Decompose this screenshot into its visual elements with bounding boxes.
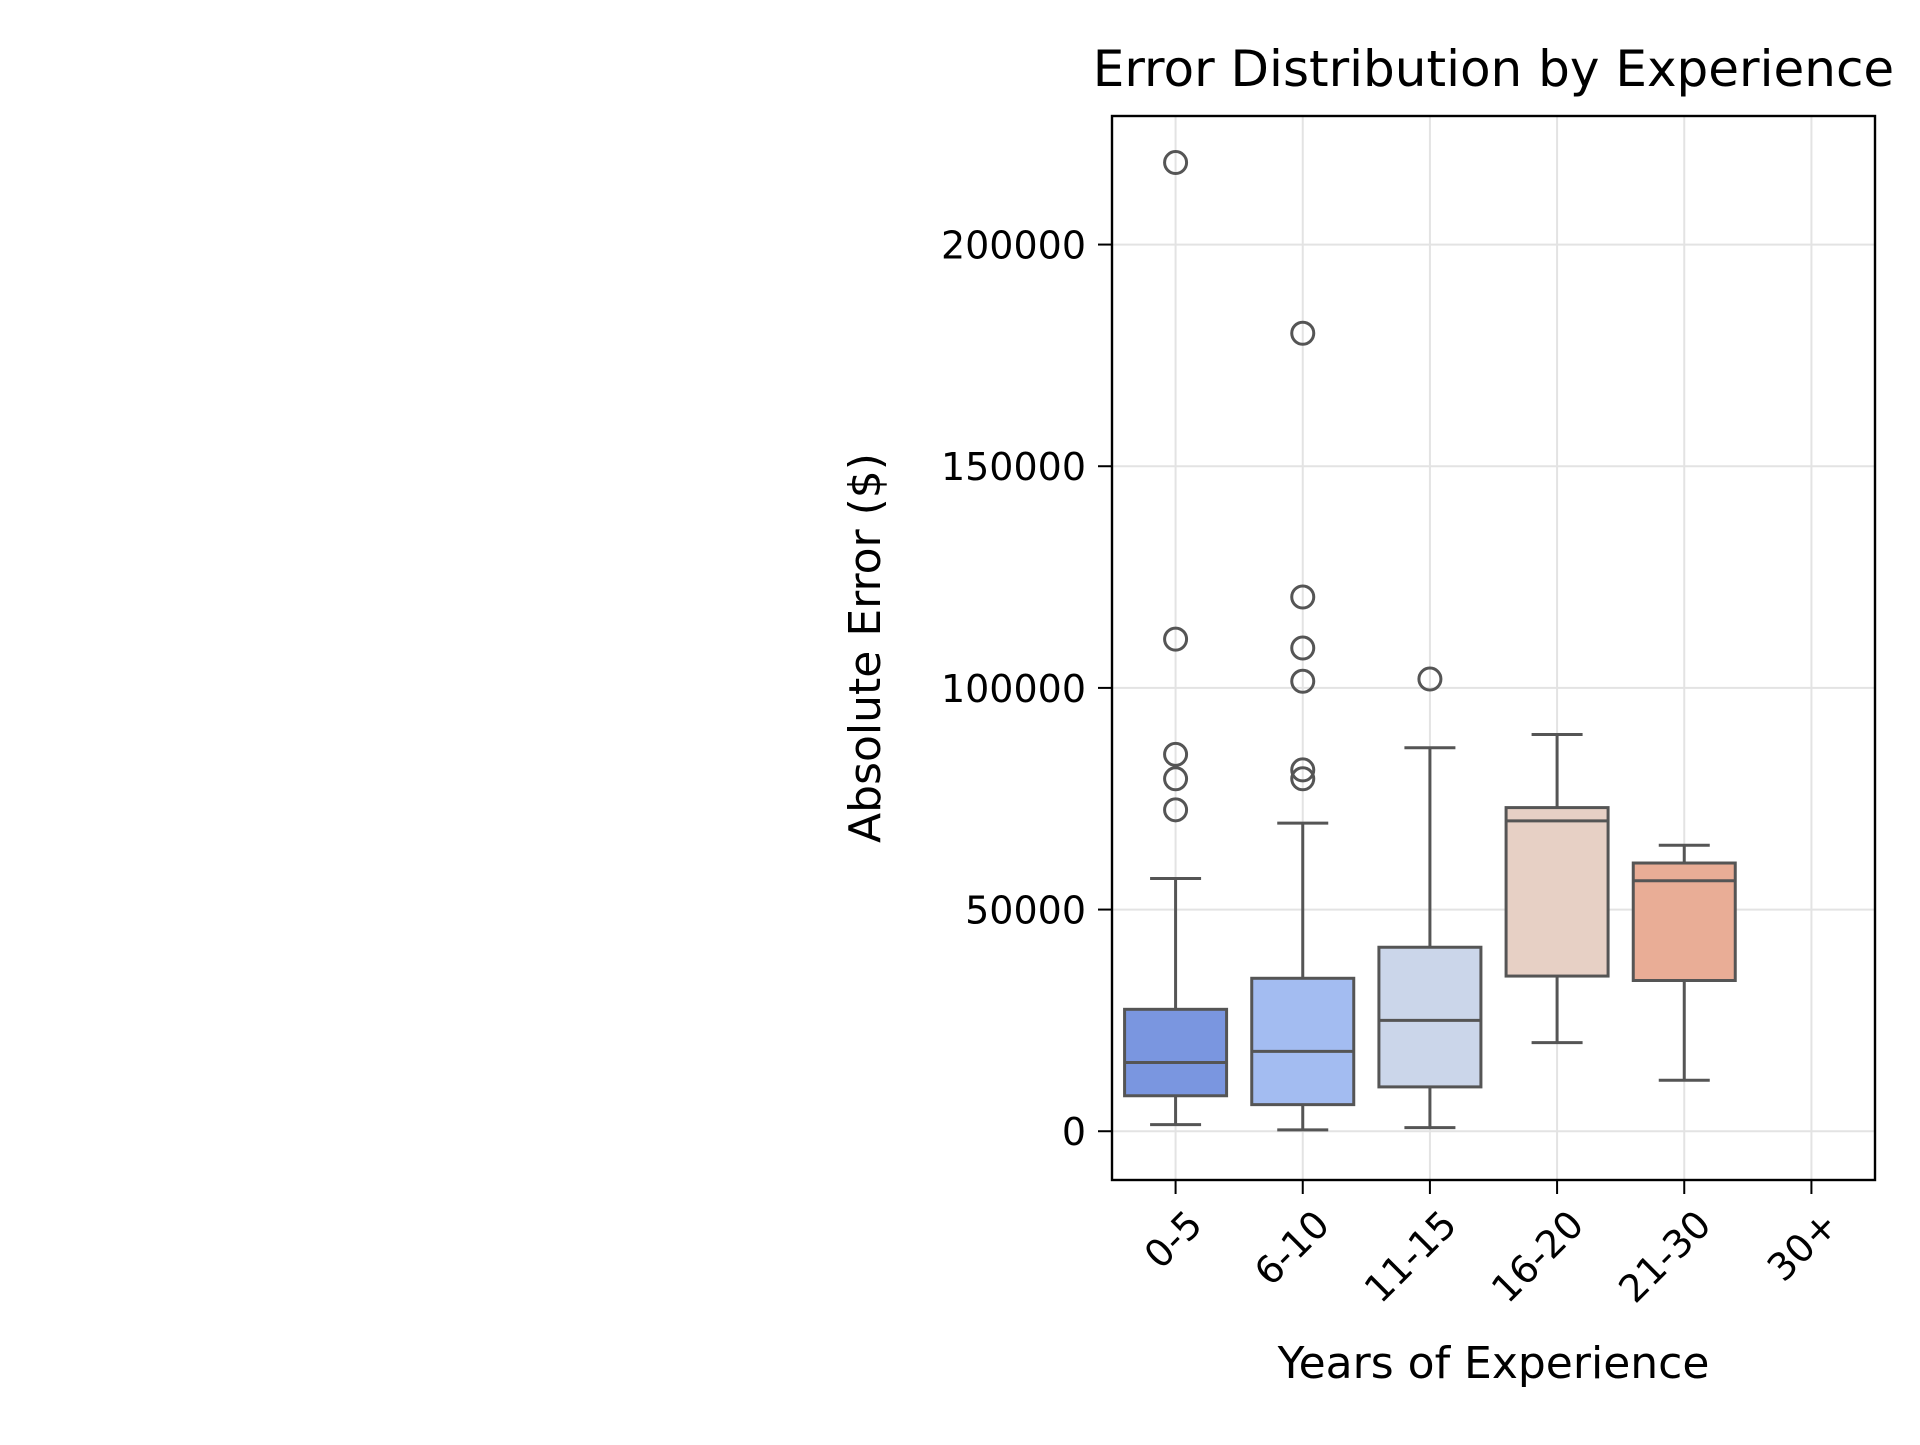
box-layer [1123, 150, 1737, 1132]
outlier-point [1290, 757, 1316, 783]
x-tick-label: 16-20 [1483, 1202, 1592, 1311]
iqr-box [1250, 976, 1356, 1107]
y-tick-label: 50000 [965, 889, 1086, 933]
y-tick-label: 200000 [941, 224, 1086, 268]
x-tick-label: 21-30 [1610, 1202, 1719, 1311]
outlier-point [1163, 626, 1189, 652]
outlier-point [1163, 150, 1189, 176]
box-16-20 [1504, 732, 1610, 1045]
chart-title: Error Distribution by Experience [1093, 40, 1894, 98]
axis-layer: 0 50000 100000 150000 200000 0-5 6-10 11-15 16-2… [941, 224, 1847, 1312]
y-axis-label: Absolute Error ($) [840, 453, 891, 843]
box-11-15 [1377, 666, 1483, 1130]
iqr-box [1377, 945, 1483, 1089]
plot-frame [1110, 114, 1877, 1182]
outlier-point [1163, 741, 1189, 767]
x-axis-label: Years of Experience [1277, 1338, 1710, 1389]
x-tick-label: 30+ [1759, 1202, 1847, 1290]
iqr-box [1504, 806, 1610, 978]
x-tick-label: 11-15 [1356, 1202, 1465, 1311]
outlier-point [1163, 797, 1189, 823]
outlier-point [1290, 668, 1316, 694]
outlier-point [1290, 635, 1316, 661]
box-6-10 [1250, 320, 1356, 1132]
outlier-point [1417, 666, 1443, 692]
y-tick-label: 100000 [941, 667, 1086, 711]
y-tick-label: 150000 [941, 445, 1086, 489]
outlier-point [1290, 584, 1316, 610]
x-tick-label: 0-5 [1136, 1202, 1211, 1277]
iqr-box [1123, 1007, 1229, 1098]
iqr-box [1631, 861, 1737, 982]
outlier-point [1163, 766, 1189, 792]
outlier-point [1290, 320, 1316, 346]
outlier-point [1290, 766, 1316, 792]
box-21-30 [1631, 843, 1737, 1082]
box-0-5 [1123, 150, 1229, 1127]
y-tick-label: 0 [1062, 1110, 1086, 1154]
x-tick-label: 6-10 [1246, 1202, 1338, 1294]
